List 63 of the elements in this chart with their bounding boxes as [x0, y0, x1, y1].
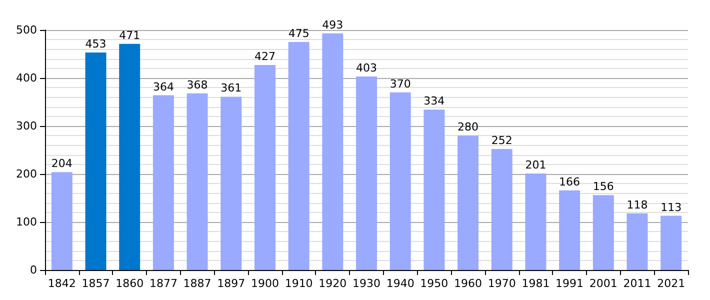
data-label: 364: [152, 80, 174, 94]
x-tick-label: 1981: [522, 277, 550, 290]
data-label: 453: [85, 38, 106, 51]
y-tick-label: 400: [16, 72, 37, 84]
bar: [626, 213, 648, 270]
data-label: 368: [186, 78, 208, 92]
x-tick-label: 2001: [589, 277, 618, 290]
bar: [51, 172, 72, 270]
data-label: 113: [660, 200, 682, 214]
bar: [85, 52, 106, 270]
data-label: 118: [626, 198, 648, 212]
x-tick-label: 1860: [116, 277, 144, 290]
bar: [390, 92, 411, 270]
data-label: 370: [390, 77, 411, 90]
x-tick-label: 1940: [386, 277, 414, 290]
x-tick-label: 1950: [420, 277, 448, 290]
y-tick-label: 500: [16, 24, 37, 36]
data-label: 166: [559, 175, 580, 188]
x-tick-label: 1960: [454, 277, 482, 290]
data-label: 361: [220, 82, 242, 95]
data-label: 471: [119, 28, 140, 42]
x-tick-label: 1991: [556, 277, 584, 290]
data-label: 334: [424, 94, 445, 108]
bar: [559, 190, 580, 270]
x-tick-label: 1930: [352, 277, 380, 290]
bar: [458, 136, 479, 270]
data-label: 252: [491, 134, 512, 148]
x-tick-label: 1920: [318, 277, 347, 290]
data-label: 204: [51, 157, 72, 170]
bar: [186, 93, 208, 270]
x-tick-label: 1842: [48, 277, 76, 290]
bar: [491, 149, 512, 270]
data-label: 201: [525, 158, 546, 172]
x-tick-label: 1897: [217, 277, 246, 290]
y-tick-label: 100: [16, 216, 37, 228]
bar: [152, 95, 174, 270]
bar: [424, 110, 445, 270]
data-label: 475: [288, 27, 310, 40]
data-label: 156: [592, 180, 614, 194]
bar: [356, 76, 377, 270]
bar: [525, 174, 546, 270]
data-label: 280: [458, 120, 479, 134]
x-tick-label: 2011: [623, 277, 652, 290]
bar: [254, 65, 276, 270]
bar: [220, 96, 242, 270]
x-tick-label: 1857: [82, 277, 110, 290]
x-tick-label: 2021: [657, 277, 686, 290]
bar: [119, 44, 140, 270]
data-label: 493: [322, 18, 344, 32]
x-tick-label: 1910: [284, 277, 313, 290]
bar: [322, 33, 344, 270]
bar: [660, 216, 682, 270]
x-tick-label: 1900: [250, 277, 279, 290]
data-label: 403: [356, 62, 377, 75]
x-tick-label: 1887: [183, 277, 212, 290]
x-tick-label: 1877: [149, 277, 178, 290]
bar: [592, 195, 614, 270]
x-tick-label: 1970: [488, 277, 516, 290]
y-tick-label: 0: [30, 264, 37, 276]
y-tick-label: 200: [16, 168, 37, 180]
y-tick-label: 300: [16, 120, 37, 132]
data-label: 427: [254, 50, 276, 64]
bar: [288, 42, 310, 270]
